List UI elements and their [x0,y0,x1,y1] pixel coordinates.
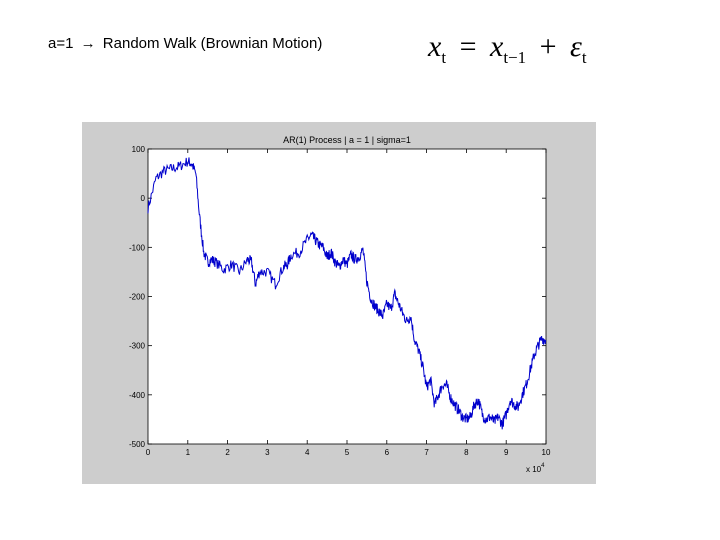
x-exponent-base: x 10 [526,465,542,474]
x-exponent-power: 4 [541,463,545,469]
random-walk-chart: AR(1) Process | a = 1 | sigma=1 0 1 2 3 4 5 6 7… [129,135,551,474]
x-tick-label: 2 [225,448,230,457]
formula-noise-sub: t [581,48,587,67]
axis-ticks: 0 1 2 3 4 5 6 7 8 9 10 100 0 -100 -200 -300 -400 -500 [129,145,551,457]
formula-rhs-var: x [489,30,504,63]
x-tick-label: 10 [542,448,551,457]
y-tick-label: -500 [129,440,146,449]
x-tick-label: 4 [305,448,310,457]
y-tick-label: -100 [129,243,146,252]
x-tick-label: 9 [504,448,509,457]
plot-area [147,148,547,445]
x-tick-label: 7 [424,448,429,457]
formula-equals: = [459,30,477,63]
x-tick-label: 0 [146,448,151,457]
x-tick-label: 5 [345,448,350,457]
heading-prefix: a=1 [48,35,74,52]
x-tick-label: 6 [385,448,390,457]
chart-title: AR(1) Process | a = 1 | sigma=1 [283,135,411,145]
x-exponent-label: x 104 [526,463,545,474]
y-tick-label: -300 [129,342,146,351]
formula-noise-var: ε [570,30,582,63]
y-tick-label: -400 [129,391,146,400]
slide-heading: a=1 → Random Walk (Brownian Motion) [48,35,322,52]
formula-plus: + [539,30,557,63]
heading-text: Random Walk (Brownian Motion) [102,35,323,52]
formula-lhs-sub: t [441,48,447,67]
y-tick-label: 0 [141,194,146,203]
x-tick-label: 3 [265,448,270,457]
x-tick-label: 8 [464,448,469,457]
plot-figure: AR(1) Process | a = 1 | sigma=1 0 1 2 3 4 5 6 7… [82,122,596,484]
y-tick-label: -200 [129,293,146,302]
x-tick-label: 1 [186,448,191,457]
formula-rhs-sub: t−1 [503,48,527,67]
y-tick-label: 100 [132,145,146,154]
series-line [147,157,547,430]
right-arrow-icon: → [80,35,96,52]
formula-lhs-var: x [428,30,442,63]
random-walk-formula: xt = xt−1 + εt [428,30,587,68]
